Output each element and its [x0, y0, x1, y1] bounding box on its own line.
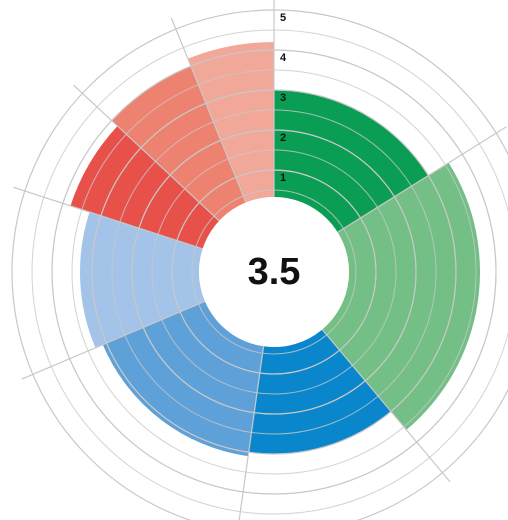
- y-tick-label: 3: [280, 92, 286, 104]
- segment: [187, 42, 274, 203]
- segment: [102, 301, 264, 457]
- radial-line: [13, 186, 203, 250]
- radial-line: [238, 346, 265, 520]
- segment: [248, 329, 391, 454]
- y-tick-label: 1: [280, 172, 286, 184]
- radial-line: [337, 126, 507, 233]
- radial-line: [321, 329, 451, 483]
- y-tick-label: 4: [280, 52, 287, 64]
- y-tick-label: 2: [280, 132, 286, 144]
- center-hole: [199, 197, 349, 347]
- segment: [322, 162, 480, 430]
- radial-line: [73, 84, 220, 222]
- y-tick-label: 5: [280, 12, 286, 24]
- segment: [274, 90, 429, 233]
- segment: [80, 212, 205, 348]
- segment: [111, 66, 246, 221]
- radial-line: [170, 17, 247, 203]
- radial-line: [21, 300, 206, 380]
- center-value: 3.5: [248, 251, 301, 293]
